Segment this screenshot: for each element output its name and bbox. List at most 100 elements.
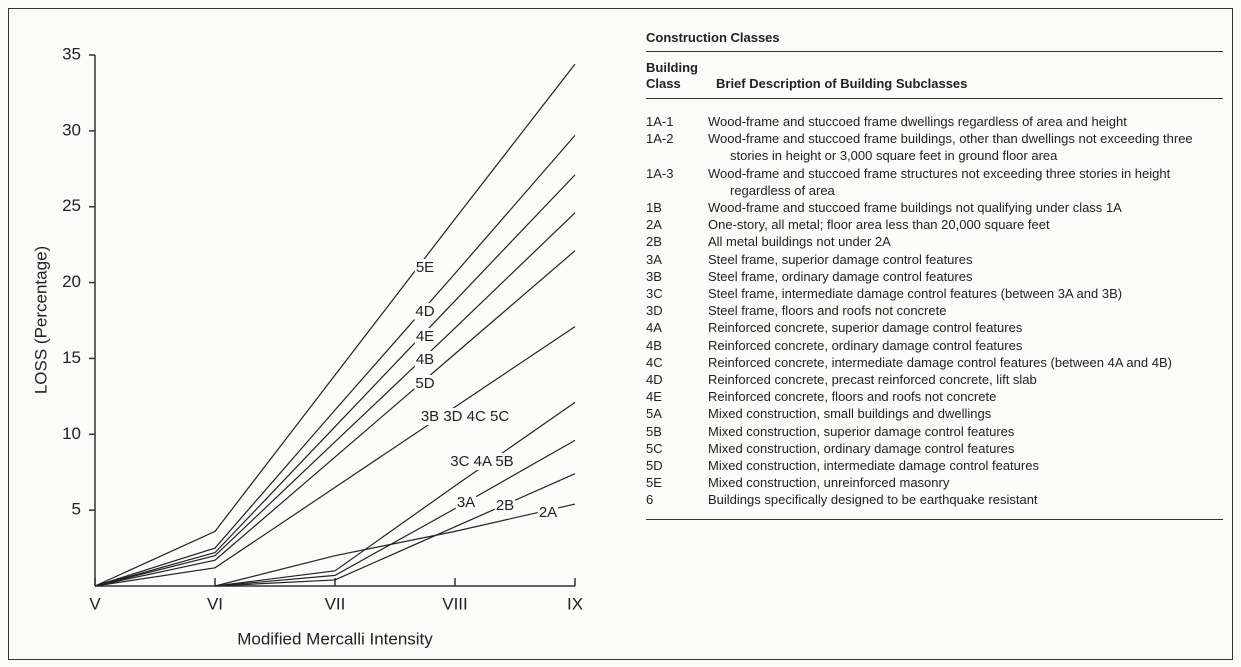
table-cell: 4D bbox=[646, 372, 663, 388]
table-row: 6 Buildings specifically designed to be e… bbox=[646, 491, 1223, 508]
table-cell: 3C bbox=[646, 286, 663, 302]
table-row: 4A Reinforced concrete, superior damage c… bbox=[646, 319, 1223, 336]
table-cell: 6 bbox=[646, 492, 654, 508]
table-row: 2A One-story, all metal; floor area less … bbox=[646, 216, 1223, 233]
x-tick-label: VI bbox=[207, 594, 223, 613]
series-label: 5D bbox=[415, 375, 434, 392]
table-cell: 4A bbox=[646, 320, 662, 336]
label-bg bbox=[414, 258, 436, 276]
y-tick-label: 25 bbox=[62, 196, 81, 215]
table-row: 5E Mixed construction, unreinforced mason… bbox=[646, 474, 1223, 491]
table-cell: Mixed construction, superior damage cont… bbox=[708, 423, 1015, 439]
series-line bbox=[94, 250, 576, 587]
table-cell: 5E bbox=[646, 475, 662, 491]
table-cell: Wood-frame and stuccoed frame buildings,… bbox=[708, 131, 1193, 164]
y-tick-label: 30 bbox=[62, 120, 81, 139]
table-row: 1A-3 Wood-frame and stuccoed frame struct… bbox=[646, 165, 1223, 199]
table-row: 4D Reinforced concrete, precast reinforce… bbox=[646, 371, 1223, 388]
table-row: 1A-2 Wood-frame and stuccoed frame buildi… bbox=[646, 130, 1223, 164]
table-cell: Reinforced concrete, ordinary damage con… bbox=[708, 337, 1023, 353]
table-cell: Mixed construction, unreinforced masonry bbox=[708, 475, 950, 491]
y-tick-label: 20 bbox=[62, 272, 81, 291]
label-bg bbox=[414, 327, 436, 345]
table-cell: 2B bbox=[646, 234, 662, 250]
table-cell: Reinforced concrete, intermediate damage… bbox=[708, 354, 1172, 370]
table-cell: 5C bbox=[646, 440, 663, 456]
header-cell: Brief Description of Building Subclasses bbox=[716, 76, 968, 91]
table-cell: 1A-3 bbox=[646, 165, 674, 181]
table-row: 3B Steel frame, ordinary damage control f… bbox=[646, 268, 1223, 285]
table-header: Building Class Brief Description of Buil… bbox=[646, 52, 1223, 99]
table-cell: 3A bbox=[646, 251, 662, 267]
table-row: 3A Steel frame, superior damage control f… bbox=[646, 251, 1223, 268]
table-title: Construction Classes bbox=[646, 30, 1223, 52]
table-cell: Wood-frame and stuccoed frame dwellings … bbox=[708, 114, 1127, 129]
table-cell: Mixed construction, ordinary damage cont… bbox=[708, 440, 1015, 456]
x-tick-label: VII bbox=[325, 594, 346, 613]
table-cell: Reinforced concrete, floors and roofs no… bbox=[708, 389, 997, 405]
frame bbox=[8, 8, 1233, 660]
table-cell: Steel frame, floors and roofs not concre… bbox=[708, 303, 947, 319]
y-tick-label: 15 bbox=[62, 348, 81, 367]
table-cell: 5D bbox=[646, 458, 663, 474]
x-tick-label: V bbox=[89, 594, 101, 613]
series-line bbox=[94, 63, 576, 587]
series-line bbox=[94, 326, 576, 587]
table-cell: Reinforced concrete, superior damage con… bbox=[708, 320, 1023, 336]
y-tick-label: 10 bbox=[62, 424, 81, 443]
series-line bbox=[214, 401, 576, 587]
label-bg bbox=[414, 302, 436, 320]
table-row: 5A Mixed construction, small buildings an… bbox=[646, 405, 1223, 422]
table-cell: 4C bbox=[646, 354, 663, 370]
x-axis-label: Modified Mercalli Intensity bbox=[237, 629, 433, 648]
series-line bbox=[94, 174, 576, 587]
table-cell: Steel frame, intermediate damage control… bbox=[708, 286, 1123, 302]
table-cell: Wood-frame and stuccoed frame structures… bbox=[708, 165, 1171, 198]
series-label: 4E bbox=[416, 328, 434, 345]
table-row: 5C Mixed construction, ordinary damage co… bbox=[646, 440, 1223, 457]
table-row: 3C Steel frame, intermediate damage contr… bbox=[646, 285, 1223, 302]
table-cell: Mixed construction, small buildings and … bbox=[708, 406, 992, 422]
table-cell: Steel frame, ordinary damage control fea… bbox=[708, 268, 973, 284]
y-tick-label: 5 bbox=[72, 500, 81, 519]
table-row: 5D Mixed construction, intermediate damag… bbox=[646, 457, 1223, 474]
table-cell: 5A bbox=[646, 406, 662, 422]
table-row: 1A-1 Wood-frame and stuccoed frame dwelli… bbox=[646, 113, 1223, 130]
table-cell: 2A bbox=[646, 217, 662, 233]
series-line bbox=[214, 503, 576, 587]
chart: LOSS (Percentage) Modified Mercalli Inte… bbox=[31, 44, 583, 648]
table-cell: 3B bbox=[646, 268, 662, 284]
series-line bbox=[94, 212, 576, 587]
table-cell: All metal buildings not under 2A bbox=[708, 234, 891, 250]
label-bg bbox=[494, 496, 516, 514]
series-line bbox=[214, 473, 576, 587]
table-row: 3D Steel frame, floors and roofs not conc… bbox=[646, 302, 1223, 319]
table-cell: Steel frame, superior damage control fea… bbox=[708, 251, 973, 267]
table-cell: Buildings specifically designed to be ea… bbox=[708, 492, 1038, 508]
series-label: 3B 3D 4C 5C bbox=[421, 408, 510, 425]
label-bg bbox=[419, 407, 511, 425]
series-line bbox=[214, 439, 576, 587]
series-line bbox=[94, 135, 576, 587]
x-tick-label: IX bbox=[567, 594, 583, 613]
table-cell: Wood-frame and stuccoed frame buildings … bbox=[708, 200, 1122, 216]
table-cell: 4B bbox=[646, 337, 662, 353]
table-row: 5B Mixed construction, superior damage co… bbox=[646, 423, 1223, 440]
table-cell: 1B bbox=[646, 200, 662, 216]
series-label: 2B bbox=[496, 497, 514, 514]
table-row: 4C Reinforced concrete, intermediate dama… bbox=[646, 354, 1223, 371]
table-row: 4B Reinforced concrete, ordinary damage c… bbox=[646, 337, 1223, 354]
series-label: 3A bbox=[457, 494, 475, 511]
table-row: 2B All metal buildings not under 2A bbox=[646, 233, 1223, 250]
table-cell: 4E bbox=[646, 389, 662, 405]
label-bg bbox=[449, 452, 515, 470]
series-label: 3C 4A 5B bbox=[450, 453, 513, 470]
table-cell: 1A-2 bbox=[646, 131, 674, 147]
x-tick-label: VIII bbox=[442, 594, 468, 613]
table: Construction Classes Building Class Brie… bbox=[646, 30, 1223, 520]
label-bg bbox=[537, 503, 559, 521]
table-cell: 5B bbox=[646, 423, 662, 439]
y-axis-label: LOSS (Percentage) bbox=[31, 246, 50, 394]
series-label: 4B bbox=[416, 351, 434, 368]
